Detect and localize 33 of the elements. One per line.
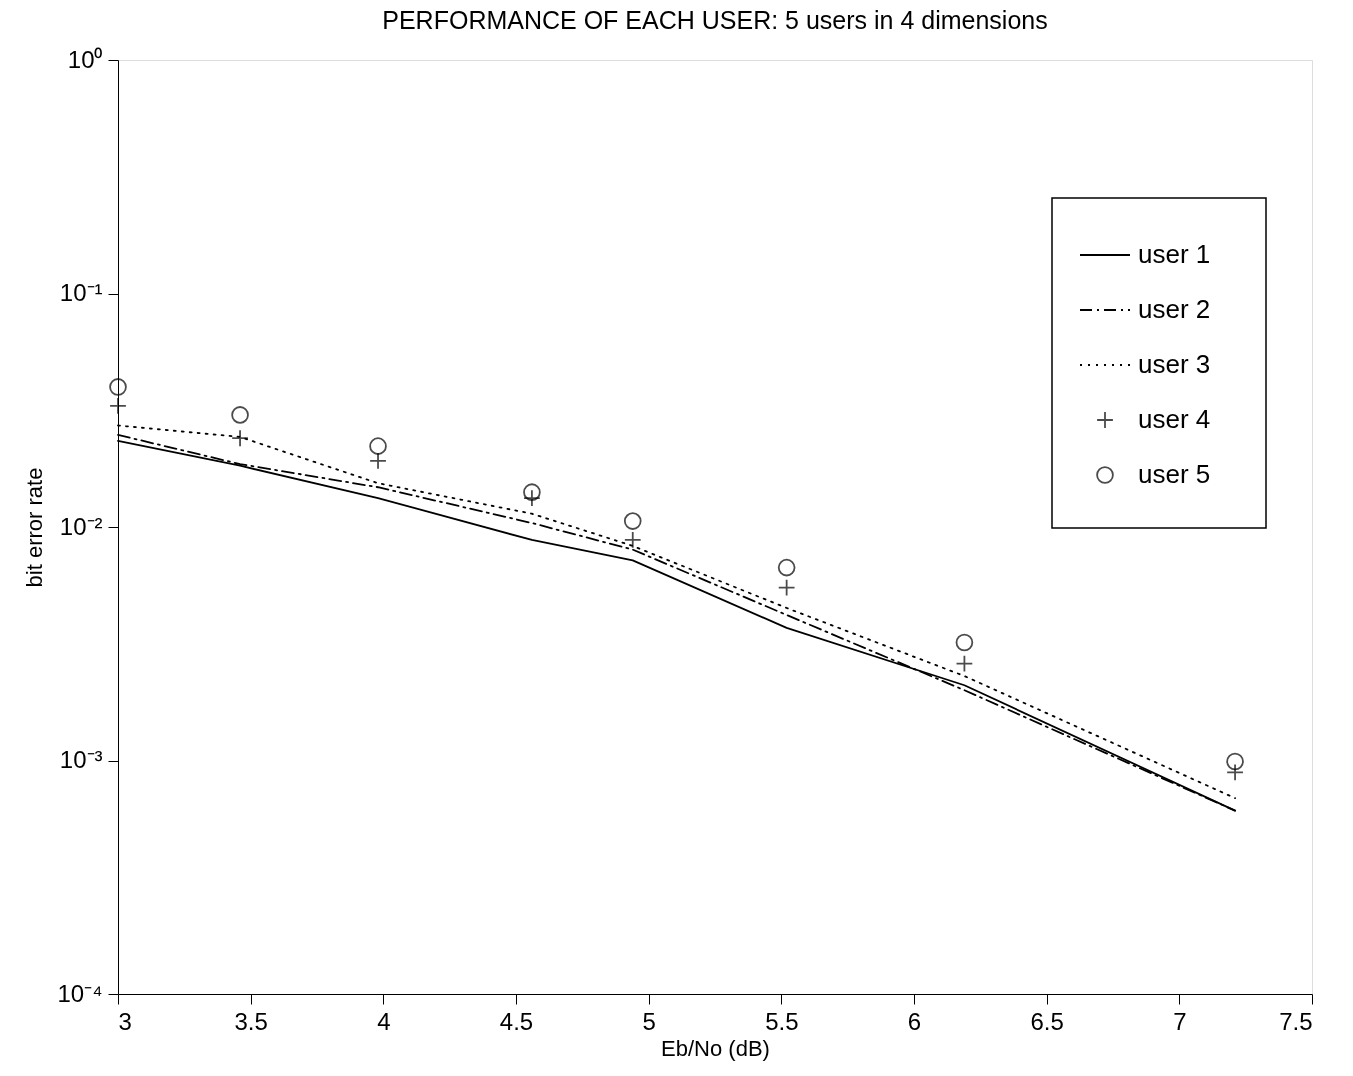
y-tick-label: 10⁻³ <box>59 746 103 773</box>
legend-label: user 3 <box>1138 349 1211 379</box>
chart-title: PERFORMANCE OF EACH USER: 5 users in 4 dimensions <box>382 6 1048 34</box>
point <box>777 578 796 597</box>
point <box>369 437 387 455</box>
x-tick-label: 6 <box>907 1007 922 1035</box>
point <box>109 378 127 396</box>
legend-label: user 5 <box>1138 459 1211 489</box>
x-tick-label: 4 <box>377 1007 391 1035</box>
x-tick-label: 4.5 <box>499 1007 534 1035</box>
point <box>777 558 796 577</box>
point <box>1226 752 1244 771</box>
y-tick-label: 10⁰ <box>67 45 103 73</box>
x-tick-label: 3 <box>118 1007 132 1035</box>
y-tick-label: 10⁻² <box>59 512 103 540</box>
point <box>955 654 974 673</box>
x-tick-label: 3.5 <box>234 1007 268 1035</box>
x-tick-label: 7.5 <box>1279 1007 1313 1035</box>
x-tick-label: 5.5 <box>765 1007 799 1035</box>
legend-label: user 2 <box>1138 294 1211 324</box>
y-tick-label: 10⁻¹ <box>59 279 103 306</box>
x-axis-title: Eb/No (dB) <box>661 1035 770 1061</box>
point <box>623 512 642 530</box>
x-tick-label: 7 <box>1173 1007 1187 1035</box>
x-tick-label: 5 <box>642 1007 656 1035</box>
point <box>523 483 541 501</box>
x-tick-label: 6.5 <box>1030 1007 1064 1035</box>
y-tick-label: 10⁻⁴ <box>57 979 103 1007</box>
point <box>231 406 249 424</box>
legend-label: user 1 <box>1138 239 1211 269</box>
y-axis-title: bit error rate <box>22 467 48 588</box>
point <box>955 633 974 652</box>
legend-label: user 4 <box>1138 404 1211 434</box>
